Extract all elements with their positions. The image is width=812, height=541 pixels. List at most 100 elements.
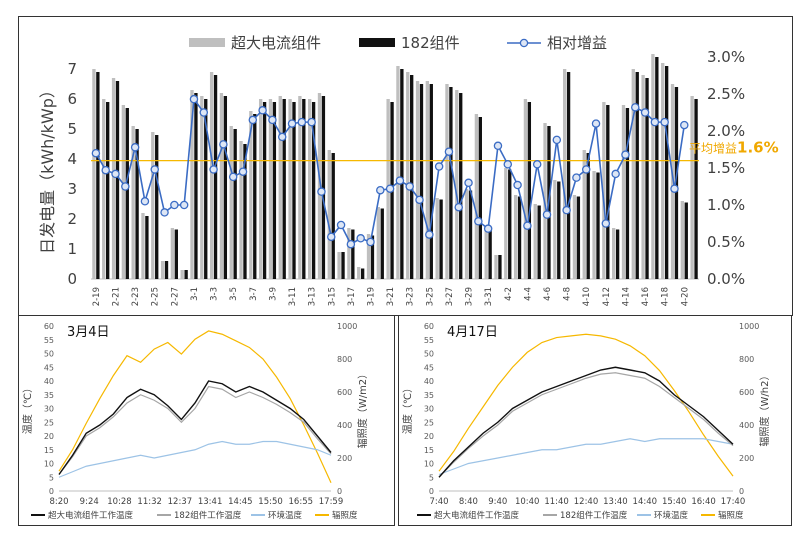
relative-gain-point (346, 239, 356, 249)
x-tick-label: 4-8 (563, 287, 573, 301)
bar-large-current (366, 234, 371, 279)
legend-swatch-large-current (189, 38, 225, 47)
bar-large-current (523, 99, 528, 279)
y2-tick-label: 0 (739, 487, 744, 496)
bar-182 (125, 108, 129, 279)
x-tick-label: 12:37 (168, 497, 193, 507)
y-tick-label: 5 (49, 473, 54, 482)
relative-gain-point (552, 135, 562, 145)
x-tick-label: 17:59 (319, 497, 344, 507)
x-tick-label: 16:55 (289, 497, 314, 507)
relative-gain-point (287, 119, 297, 128)
relative-gain-point (523, 221, 532, 230)
bar-182 (439, 199, 443, 279)
relative-gain-point (209, 165, 218, 174)
relative-gain-point (425, 230, 434, 239)
bar-large-current (415, 81, 420, 279)
relative-gain-point (650, 117, 660, 127)
y-tick-label: 0 (429, 487, 434, 496)
x-tick-label: 3-9 (268, 287, 278, 301)
y2-tick-label: 2.0% (707, 122, 745, 140)
relative-gain-point (581, 165, 591, 174)
top-chart: 0 1 2 3 4 5 6 7 0.0% 0.5% 1.0% 1.5% 2.0% 2.5% 3.0% 日发电量… (38, 34, 779, 306)
bar-large-current (92, 69, 96, 279)
relative-gain-point (395, 176, 405, 185)
x-tick-label: 14:45 (228, 497, 253, 507)
relative-gain-point (238, 167, 248, 176)
x-tick-label: 2-19 (92, 287, 102, 306)
x-tick-label: 3-29 (465, 287, 475, 306)
bar-182 (213, 75, 218, 279)
x-tick-label: 3-25 (425, 287, 435, 306)
x-tick-label: 4-12 (602, 287, 612, 306)
y-tick-label: 55 (424, 336, 434, 345)
bar-large-current (670, 84, 675, 279)
bar-182 (331, 153, 335, 279)
average-gain-value: 1.6% (737, 139, 779, 157)
bar-large-current (435, 198, 439, 279)
y-tick-label: 0 (67, 270, 77, 288)
bar-182 (488, 229, 492, 279)
bar-large-current (406, 72, 410, 279)
relative-gain-point (179, 200, 189, 210)
bar-large-current (612, 228, 616, 279)
bar-large-current (494, 255, 498, 279)
bar-182 (106, 102, 110, 279)
bar-large-current (484, 228, 488, 279)
legend-label: 辐照度 (332, 510, 358, 521)
relative-gain-point (532, 160, 542, 169)
bar-182 (243, 144, 247, 279)
series-line-0 (58, 380, 332, 475)
bar-182 (557, 181, 561, 279)
top-chart-panel: 0 1 2 3 4 5 6 7 0.0% 0.5% 1.0% 1.5% 2.0% 2.5% 3.0% 日发电量… (18, 16, 793, 316)
relative-gain-point (366, 237, 375, 247)
bar-182 (517, 196, 522, 279)
bar-182 (527, 102, 532, 279)
relative-gain-point (405, 182, 414, 191)
relative-gain-point (464, 178, 473, 188)
bar-182 (253, 114, 257, 279)
relative-gain-point (170, 200, 179, 210)
bar-large-current (337, 252, 341, 279)
relative-gain-point (150, 165, 159, 174)
relative-gain-point (307, 117, 316, 127)
bar-182 (400, 69, 404, 279)
bar-182 (262, 102, 267, 279)
bar-large-current (533, 204, 537, 279)
relative-gain-point (91, 148, 101, 158)
y-tick-label: 60 (424, 322, 434, 331)
x-tick-label: 14:40 (633, 497, 658, 507)
y-axis-label: 日发电量（kWh/kWp） (38, 82, 57, 254)
relative-gain-point (415, 195, 424, 205)
relative-gain-point (101, 165, 110, 175)
relative-gain-point (160, 208, 169, 217)
relative-gain-point (660, 117, 669, 127)
x-tick-label: 3-13 (308, 287, 318, 306)
relative-gain-point (444, 147, 454, 156)
bar-large-current (278, 96, 282, 279)
y-axis-label: 温度（℃） (21, 383, 34, 434)
bar-182 (694, 99, 698, 279)
bar-large-current (327, 150, 331, 279)
bar-large-current (102, 99, 106, 279)
y-tick-label: 15 (44, 446, 54, 455)
x-tick-label: 10:28 (107, 497, 132, 507)
y-tick-label: 20 (44, 432, 54, 441)
bar-large-current (631, 69, 635, 279)
legend-label: 环境温度 (268, 510, 303, 521)
march-4-chart: 0510152025303540455055600200400600800100… (21, 322, 369, 521)
chart-title: 4月17日 (447, 325, 498, 340)
relative-gain-point (297, 117, 307, 127)
bar-large-current (258, 99, 263, 279)
bar-large-current (268, 99, 273, 279)
bar-182 (155, 135, 159, 279)
relative-gain-point (248, 115, 258, 125)
x-tick-label: 3-31 (484, 287, 494, 306)
relative-gain-point (670, 184, 679, 193)
relative-gain-point (434, 162, 444, 171)
bar-large-current (513, 195, 518, 279)
y2-tick-label: 2.5% (707, 85, 745, 103)
bar-large-current (160, 261, 165, 279)
legend-label-182: 182组件 (401, 34, 460, 52)
legend-label: 182组件工作温度 (560, 510, 628, 521)
